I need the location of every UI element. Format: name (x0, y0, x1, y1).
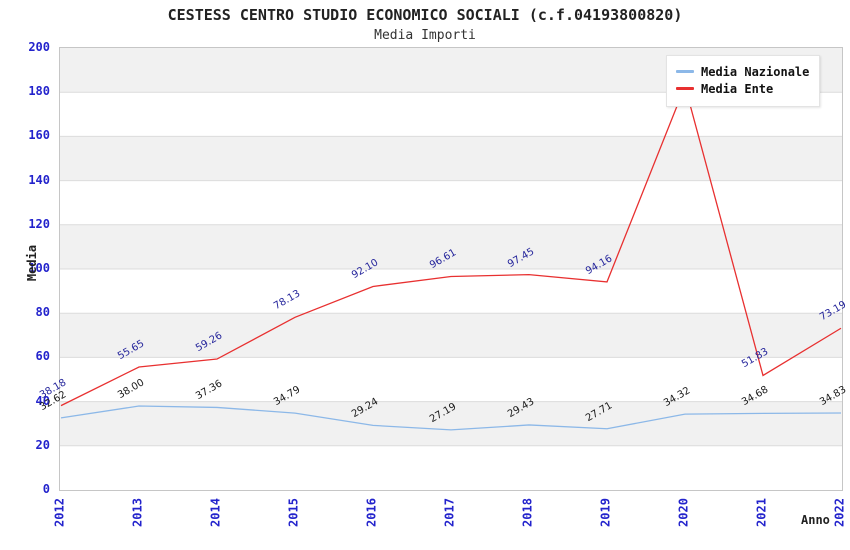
plot-band (60, 180, 842, 225)
legend-label-ente: Media Ente (701, 81, 774, 96)
plot-canvas (60, 48, 842, 490)
series-line-media-ente (60, 83, 842, 407)
y-tick-label-40: 40 (35, 393, 50, 408)
plot-band (60, 224, 842, 269)
y-tick-label-180: 180 (28, 84, 50, 99)
y-tick-label-60: 60 (35, 349, 50, 364)
plot-band (60, 357, 842, 402)
x-tick-label-2021: 2021 (754, 498, 769, 527)
x-tick-label-2013: 2013 (130, 498, 145, 527)
x-tick-label-2020: 2020 (676, 498, 691, 527)
legend-label-nazionale: Media Nazionale (701, 64, 810, 79)
legend-item-media-nazionale: Media Nazionale (676, 64, 809, 79)
x-tick-label-2022: 2022 (832, 498, 847, 527)
x-tick-label-2015: 2015 (286, 498, 301, 527)
y-tick-label-160: 160 (28, 128, 50, 143)
legend-item-media-ente: Media Ente (676, 81, 809, 96)
y-tick-label-20: 20 (35, 437, 50, 452)
legend-line-swatch-nazionale (676, 70, 694, 73)
plot-band (60, 401, 842, 446)
x-tick-label-2018: 2018 (520, 498, 535, 527)
y-tick-label-120: 120 (28, 216, 50, 231)
y-tick-label-140: 140 (28, 172, 50, 187)
series-line-media-nazionale (60, 405, 842, 431)
y-axis-title: Media (25, 244, 39, 282)
chart-subtitle: Media Importi (374, 28, 476, 43)
plot-band (60, 269, 842, 314)
x-axis-title: Anno (801, 513, 830, 527)
x-tick-label-2017: 2017 (442, 498, 457, 527)
y-tick-label-80: 80 (35, 305, 50, 320)
plot-band (60, 136, 842, 181)
x-tick-label-2014: 2014 (208, 498, 223, 527)
plot-area (59, 47, 843, 491)
legend: Media Nazionale Media Ente (666, 55, 821, 107)
plot-band (60, 313, 842, 358)
x-tick-label-2016: 2016 (364, 498, 379, 527)
y-tick-label-0: 0 (42, 482, 50, 496)
chart-title: CESTESS CENTRO STUDIO ECONOMICO SOCIALI … (167, 6, 683, 24)
plot-band (60, 445, 842, 490)
x-tick-label-2019: 2019 (598, 498, 613, 527)
x-tick-label-2012: 2012 (52, 498, 67, 527)
legend-line-swatch-ente (676, 87, 694, 90)
